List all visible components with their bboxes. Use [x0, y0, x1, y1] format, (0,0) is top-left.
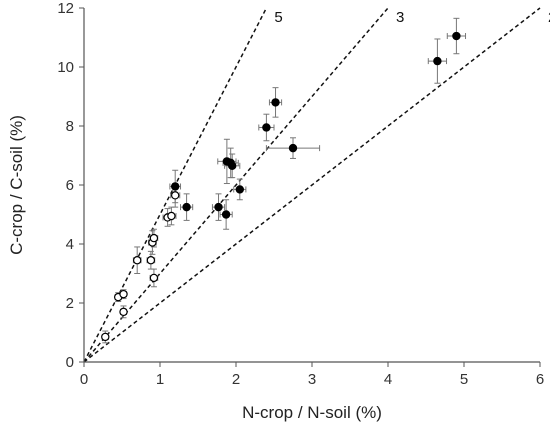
y-tick-label-4: 8	[66, 118, 74, 135]
reference-line-label-3: 3	[396, 9, 404, 26]
x-axis-title: N-crop / N-soil (%)	[242, 403, 382, 422]
series-1-point-7	[235, 185, 244, 194]
x-tick-label-1: 1	[156, 371, 164, 388]
x-tick-label-5: 5	[460, 371, 468, 388]
series-0-point-7	[149, 233, 159, 243]
series-1-point-1	[182, 202, 191, 212]
y-tick-label-5: 10	[57, 59, 74, 76]
series-1-point-3	[221, 210, 231, 219]
series-1-point-0	[170, 182, 180, 191]
series-1-point-2	[214, 202, 223, 212]
x-tick-label-3: 3	[308, 371, 316, 388]
x-tick-label-2: 2	[232, 371, 240, 388]
series-0-point-0	[101, 332, 110, 342]
reference-lines: 5 3 2	[83, 7, 550, 363]
series-1-point-6	[226, 158, 235, 168]
y-tick-label-0: 0	[66, 354, 74, 371]
y-tick-label-1: 2	[66, 295, 74, 312]
series-1-point-11	[433, 56, 442, 66]
y-axis-title: C-crop / C-soil (%)	[7, 115, 26, 255]
series-1-point-8	[262, 123, 271, 132]
series-0-point-10	[167, 211, 176, 221]
y-tick-label-3: 6	[66, 177, 74, 194]
series-0-point-5	[146, 256, 156, 265]
x-tick-label-6: 6	[536, 371, 544, 388]
series-0-point-8	[149, 273, 159, 283]
x-tick-label-4: 4	[384, 371, 392, 388]
error-bars	[101, 17, 467, 344]
x-tick-label-0: 0	[80, 371, 88, 388]
series-1-point-9	[271, 98, 280, 107]
reference-line-3	[83, 7, 389, 363]
series-0-point-2	[119, 307, 128, 317]
series-1-point-10	[288, 143, 298, 153]
data-points	[101, 31, 461, 342]
reference-line-2	[83, 7, 541, 363]
series-0-point-11	[170, 191, 180, 200]
reference-line-label-5: 5	[274, 9, 282, 26]
series-0-point-4	[132, 256, 142, 265]
y-tick-label-6: 12	[57, 0, 74, 17]
y-tick-label-2: 4	[66, 236, 74, 253]
reference-line-label-2: 2	[548, 9, 550, 26]
series-0-point-3	[119, 289, 128, 299]
series-1-point-12	[452, 31, 461, 41]
